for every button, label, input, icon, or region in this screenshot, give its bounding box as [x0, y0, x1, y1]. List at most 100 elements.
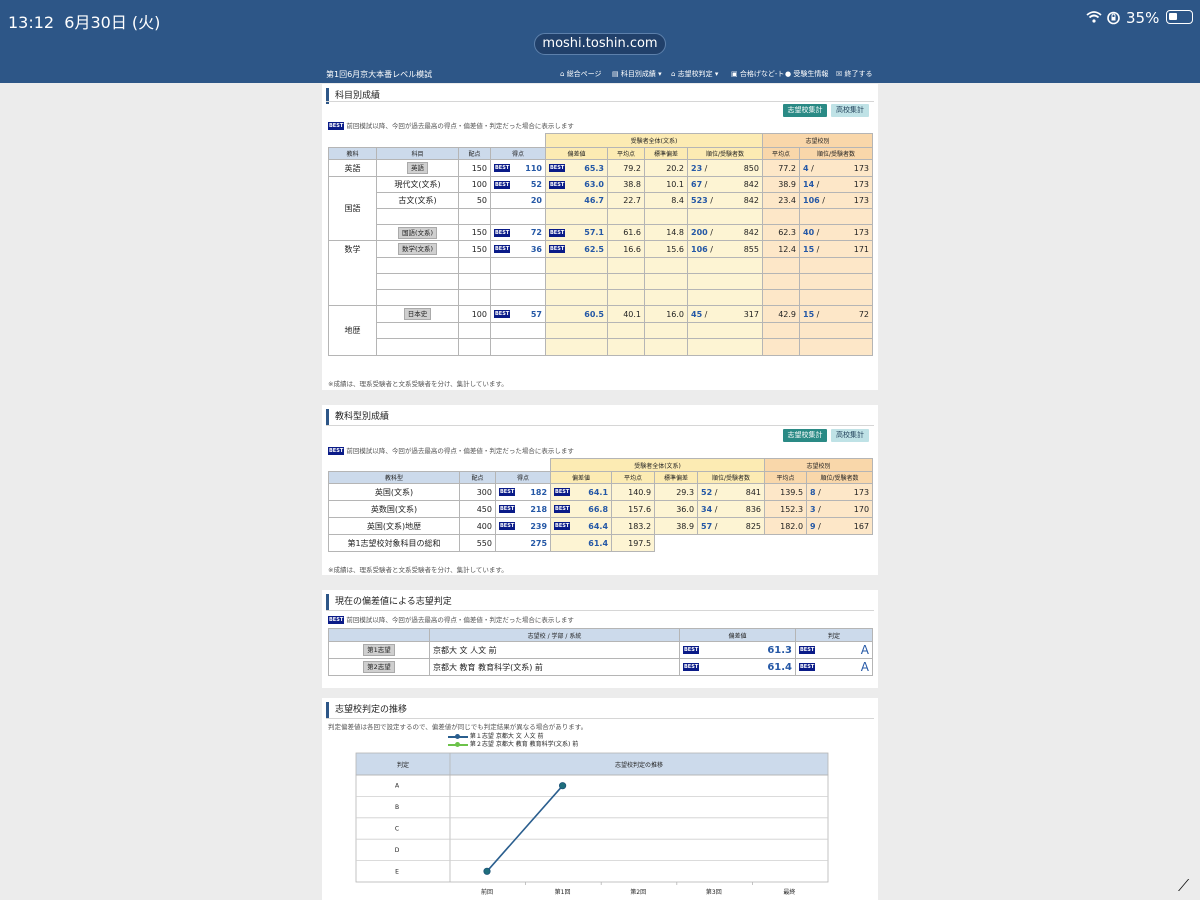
- grade: A: [860, 643, 869, 657]
- high-school-aggregate-button[interactable]: 高校集計: [831, 429, 869, 442]
- judgment-trend-section: 志望校判定の推移 判定偏差値は各回で設定するので、偏差値が同じでも判定結果が異な…: [322, 698, 878, 900]
- total-examinees: 317: [743, 309, 759, 319]
- best-legend-text: 前回模試以降、今回が過去最高の得点・偏差値・判定だった場合に表示します: [346, 616, 574, 624]
- total-examinees: 842: [743, 196, 759, 205]
- best-badge: BEST: [328, 616, 345, 624]
- group-label: 国語: [328, 176, 377, 241]
- choice-button[interactable]: 第2志望: [363, 661, 395, 673]
- exam-title: 第1回6月京大本番レベル模試: [326, 70, 433, 79]
- nav-item-logout[interactable]: ☒ 終了する: [836, 69, 873, 79]
- col-header: 偏差値: [550, 471, 613, 484]
- max-score: 400: [459, 517, 496, 535]
- document-icon: ▤: [612, 70, 619, 78]
- total-examinees: 842: [743, 228, 759, 237]
- section-title: 現在の偏差値による志望判定: [326, 594, 452, 610]
- table-row: 第2志望 京都大 教育 教育科学(文系) 前 BEST 61.4 BEST A: [328, 658, 873, 676]
- col-header: 平均点: [764, 471, 808, 484]
- group-label: 数学: [328, 240, 377, 306]
- deviation: 65.3: [584, 163, 604, 173]
- trend-note: 判定偏差値は各回で設定するので、偏差値が同じでも判定結果が異なる場合があります。: [328, 723, 588, 731]
- rank: 523: [691, 196, 708, 205]
- table-row: [329, 273, 874, 290]
- rank: 67: [691, 180, 703, 189]
- score: 275: [530, 538, 548, 548]
- school-average: 62.3: [762, 224, 800, 241]
- best-badge: BEST: [328, 122, 345, 130]
- std-dev: 20.2: [644, 159, 688, 177]
- school-rank: 9: [810, 521, 816, 531]
- table-row: [329, 322, 874, 339]
- average: 61.6: [607, 224, 645, 241]
- y-tick-label: D: [395, 847, 400, 854]
- school-aggregate-button[interactable]: 志望校集計: [783, 429, 827, 442]
- deviation: 63.0: [584, 180, 604, 189]
- nav-item-school-judgment[interactable]: ⌂ 志望校判定 ▾: [671, 69, 718, 79]
- score: 218: [530, 504, 548, 514]
- col-header: 科目: [376, 147, 459, 160]
- status-time: 13:12: [8, 13, 55, 32]
- std-dev: 8.4: [644, 192, 688, 209]
- col-header: 順位/受験者数: [798, 147, 874, 160]
- y-tick-label: E: [395, 868, 399, 875]
- subject-button[interactable]: 英語: [407, 162, 428, 174]
- high-school-aggregate-button[interactable]: 高校集計: [831, 104, 869, 117]
- group-header-all: 受験者全体(文系): [545, 133, 763, 148]
- subject-button[interactable]: 日本史: [403, 308, 432, 320]
- best-badge: BEST: [494, 245, 511, 253]
- max-score: 450: [459, 500, 496, 518]
- section-title: 教科型別成績: [326, 409, 389, 425]
- chart-title: 志望校判定の推移: [615, 761, 663, 769]
- table-row: 第1志望 京都大 文 人文 前 BEST 61.3 BEST A: [328, 641, 873, 659]
- average: 40.1: [607, 305, 645, 323]
- url-bar[interactable]: moshi.toshin.com: [534, 33, 666, 55]
- max-score: 150: [458, 240, 491, 258]
- x-tick-label: 最終: [783, 888, 795, 896]
- x-tick-label: 第3回: [706, 888, 722, 896]
- battery-percentage: 35%: [1126, 9, 1160, 27]
- best-badge: BEST: [499, 505, 516, 513]
- nav-item-overview[interactable]: ⌂ 総合ページ: [560, 69, 602, 79]
- col-header: 標準偏差: [654, 471, 699, 484]
- school-total: 167: [853, 521, 870, 531]
- school-aggregate-button[interactable]: 志望校集計: [783, 104, 827, 117]
- subject-results-section: 科目別成績 志望校集計 高校集計 BEST 前回模試以降、今回が過去最高の得点・…: [322, 84, 878, 390]
- score: 110: [525, 163, 542, 173]
- chart-legend: 第１志望 京都大 文 人文 前 第２志望 京都大 教育 教育科学(文系) 前: [448, 733, 578, 749]
- col-header: 偏差値: [679, 628, 796, 642]
- nav-item-pass-guide[interactable]: ▣ 合格げなど-ト: [731, 69, 784, 79]
- best-badge: BEST: [799, 646, 816, 654]
- x-tick-label: 第1回: [555, 888, 571, 896]
- choice-button[interactable]: 第1志望: [363, 644, 395, 656]
- average: 157.6: [611, 500, 656, 518]
- school-rank: 8: [810, 487, 816, 497]
- deviation: 64.4: [588, 521, 609, 531]
- best-badge: BEST: [549, 228, 566, 237]
- nav-item-student-info[interactable]: ● 受験生情報: [785, 69, 828, 79]
- subject-button[interactable]: 国語(文系): [397, 226, 438, 239]
- best-badge: BEST: [554, 488, 571, 496]
- deviation: 60.5: [584, 309, 604, 319]
- best-badge: BEST: [683, 646, 700, 654]
- subject-button[interactable]: 数学(文系): [397, 243, 438, 255]
- deviation: 62.5: [584, 244, 604, 254]
- scroll-indicator-icon: ⟋: [1178, 876, 1190, 895]
- divider: [326, 718, 874, 719]
- best-badge: BEST: [494, 310, 511, 318]
- col-header: 順位/受験者数: [687, 147, 763, 160]
- average: 183.2: [611, 517, 656, 535]
- subject-type-name: 英数国(文系): [328, 500, 460, 518]
- school-average: 182.0: [764, 517, 808, 535]
- school-rank: 4: [803, 163, 809, 173]
- nav-item-subject-results[interactable]: ▤ 科目別成績 ▾: [612, 69, 662, 79]
- rotation-lock-icon: [1106, 11, 1121, 29]
- subject-name: 現代文(文系): [376, 176, 459, 193]
- chevron-down-icon: ▾: [714, 70, 719, 78]
- col-header: 得点: [494, 471, 552, 484]
- subject-type-name: 英国(文系): [328, 483, 460, 501]
- calendar-icon: ▣: [731, 70, 738, 78]
- table-row: 国語(文系) 150 BEST 72 BEST 57.1 61.6 14.8 200…: [329, 224, 874, 241]
- max-score: 300: [459, 483, 496, 501]
- school-rank: 15: [803, 309, 815, 319]
- best-legend: BEST 前回模試以降、今回が過去最高の得点・偏差値・判定だった場合に表示します: [328, 445, 574, 455]
- rank: 57: [701, 521, 713, 531]
